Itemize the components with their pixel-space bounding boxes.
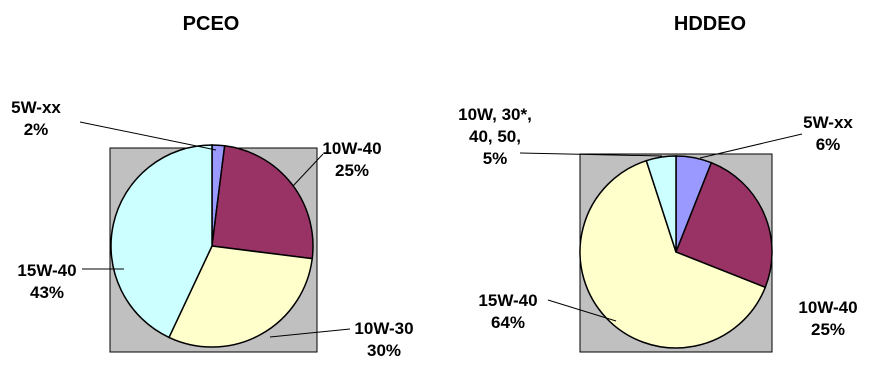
hddeo-label-3: 10W, 30*, 40, 50, 5% [458, 105, 532, 168]
pceo-label-0: 5W-xx 2% [11, 98, 61, 139]
hddeo-label-2: 15W-40 64% [478, 291, 537, 332]
hddeo-slices [579, 155, 773, 349]
pceo-leader-0 [79, 121, 217, 151]
hddeo-chart: HDDEO 5W-xx 6% 10W-40 25% 15W-40 64% 10W, 30*,… [458, 13, 858, 353]
pceo-labels: 5W-xx 2% 10W-40 25% 10W-30 30% 15W-40 43% [11, 98, 413, 360]
hddeo-leader-3 [519, 152, 663, 157]
hddeo-leader-0 [699, 133, 803, 159]
pceo-slice-15w-40 [110, 144, 213, 339]
pceo-leader-lines [79, 121, 351, 338]
pceo-slices [110, 144, 314, 348]
pceo-label-3: 15W-40 43% [17, 261, 76, 302]
hddeo-title: HDDEO [674, 13, 746, 35]
pceo-slice-10w-30 [168, 245, 314, 348]
hddeo-leader-2 [547, 299, 617, 322]
hddeo-labels: 5W-xx 6% 10W-40 25% 15W-40 64% 10W, 30*, 40, 50… [458, 105, 857, 339]
hddeo-label-0: 5W-xx 6% [803, 113, 853, 154]
hddeo-slice-10w-30-40-50 [645, 155, 677, 253]
hddeo-slice-10w-40 [675, 161, 773, 289]
pceo-leader-1 [292, 153, 324, 187]
pceo-chart: PCEO 5W-xx 2% 10W-40 25% 10W-30 30% 15W-40 43% [11, 13, 413, 360]
pceo-title: PCEO [183, 13, 240, 35]
pceo-leader-2 [269, 328, 351, 338]
hddeo-label-1: 10W-40 25% [798, 298, 857, 339]
hddeo-leader-lines [519, 133, 803, 322]
pceo-slice-10w-40 [211, 144, 314, 260]
pceo-label-2: 10W-30 30% [354, 319, 413, 360]
pceo-label-1: 10W-40 25% [322, 139, 381, 180]
